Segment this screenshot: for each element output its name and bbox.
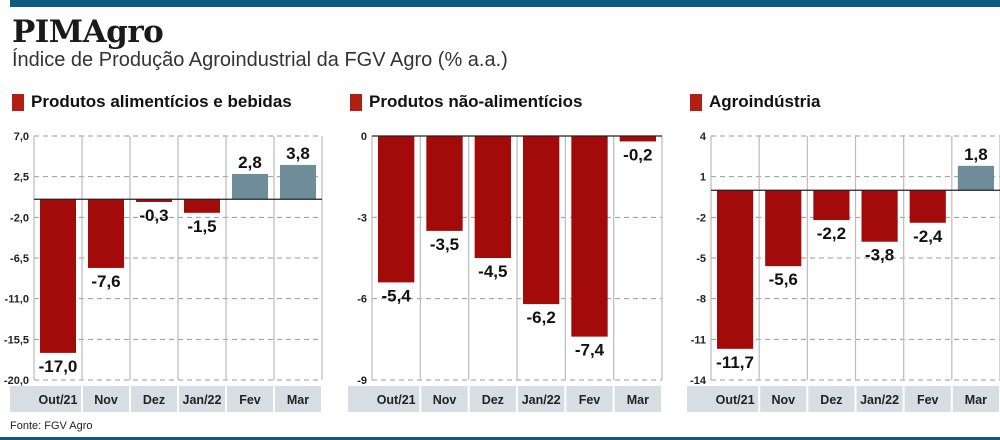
legend-square [690,93,702,111]
data-label: -6,2 [527,308,556,327]
x-tick-label: Nov [433,393,457,407]
panel-title-3: Agroindústria [690,92,820,112]
y-tick-label: -11,0 [5,294,29,306]
y-tick-label: -20,0 [4,375,29,387]
bottom-accent-bar [0,437,1000,440]
data-label: 2,8 [238,153,262,172]
bar [813,190,850,221]
data-label: 1,8 [964,145,988,164]
data-label: -2,2 [817,224,846,243]
y-tick-label: 0 [361,131,367,143]
x-tick-label: Fev [579,393,601,407]
bar [717,190,754,349]
data-label: -11,7 [716,353,754,372]
bar [136,199,172,202]
data-label: -17,0 [39,357,78,376]
x-tick-label: Dez [820,393,842,407]
x-tick-label: Jan/22 [860,393,899,407]
x-tick-label: Out/21 [377,393,416,407]
bar [861,190,898,242]
legend-square [12,93,24,111]
y-tick-label: 7,0 [14,131,29,143]
x-tick-label: Out/21 [39,393,78,407]
panel-title-1: Produtos alimentícios e bebidas [12,92,292,112]
y-tick-label: -15,5 [4,334,29,346]
data-label: -4,5 [478,262,507,281]
bar [184,199,220,213]
y-tick-label: 4 [700,131,707,143]
y-tick-label: 1 [700,172,706,184]
y-tick-label: -5 [696,253,706,265]
y-tick-label: -6 [357,294,367,306]
x-tick-label: Mar [287,393,309,407]
x-tick-label: Fev [239,393,261,407]
bar [765,190,802,267]
page-subtitle: Índice de Produção Agroindustrial da FGV… [12,49,508,71]
x-tick-label: Mar [965,393,987,407]
y-tick-label: -2,0 [10,212,29,224]
bar [378,136,415,283]
data-label: -3,8 [865,246,894,265]
x-tick-label: Nov [94,393,118,407]
top-accent-bar [10,0,1000,7]
x-tick-label: Nov [771,393,795,407]
bar [280,164,316,200]
bar [474,136,511,258]
data-label: -5,4 [382,286,412,305]
bar [619,136,656,142]
panel-title-2: Produtos não-alimentícios [350,92,582,112]
bar [88,199,124,268]
legend-square [350,93,362,111]
y-tick-label: -8 [696,294,706,306]
panel-title-text: Produtos não-alimentícios [369,92,583,111]
panel-title-text: Produtos alimentícios e bebidas [31,92,292,111]
bar [957,165,994,191]
y-tick-label: 2,5 [14,172,29,184]
x-tick-label: Dez [143,393,165,407]
y-tick-label: -6,5 [10,253,29,265]
y-tick-label: -14 [690,375,707,387]
bar [426,136,463,231]
data-label: -2,4 [913,227,943,246]
data-label: 3,8 [286,144,310,163]
bar [523,136,560,305]
x-tick-label: Out/21 [716,393,755,407]
x-tick-label: Jan/22 [183,393,222,407]
category-band [10,386,322,412]
x-tick-label: Jan/22 [522,393,561,407]
x-tick-label: Fev [917,393,939,407]
y-tick-label: -9 [357,375,367,387]
category-band [348,386,662,412]
page-title: PIMAgro [12,14,164,50]
x-tick-label: Dez [482,393,504,407]
data-label: -3,5 [430,235,459,254]
y-tick-label: -11 [691,334,706,346]
x-tick-label: Mar [627,393,649,407]
data-label: -5,6 [769,270,798,289]
source-note: Fonte: FGV Agro [10,420,93,432]
data-label: -0,2 [623,145,652,164]
bar [40,199,76,353]
data-label: -7,4 [575,341,605,360]
y-tick-label: -3 [357,212,367,224]
panel-title-text: Agroindústria [709,92,821,111]
category-band [687,386,1000,412]
data-label: -0,3 [139,206,168,225]
y-tick-label: -2 [696,212,706,224]
data-label: -1,5 [187,217,216,236]
bar [232,173,268,200]
bar [909,190,946,223]
data-label: -7,6 [91,272,120,291]
bar [571,136,608,337]
